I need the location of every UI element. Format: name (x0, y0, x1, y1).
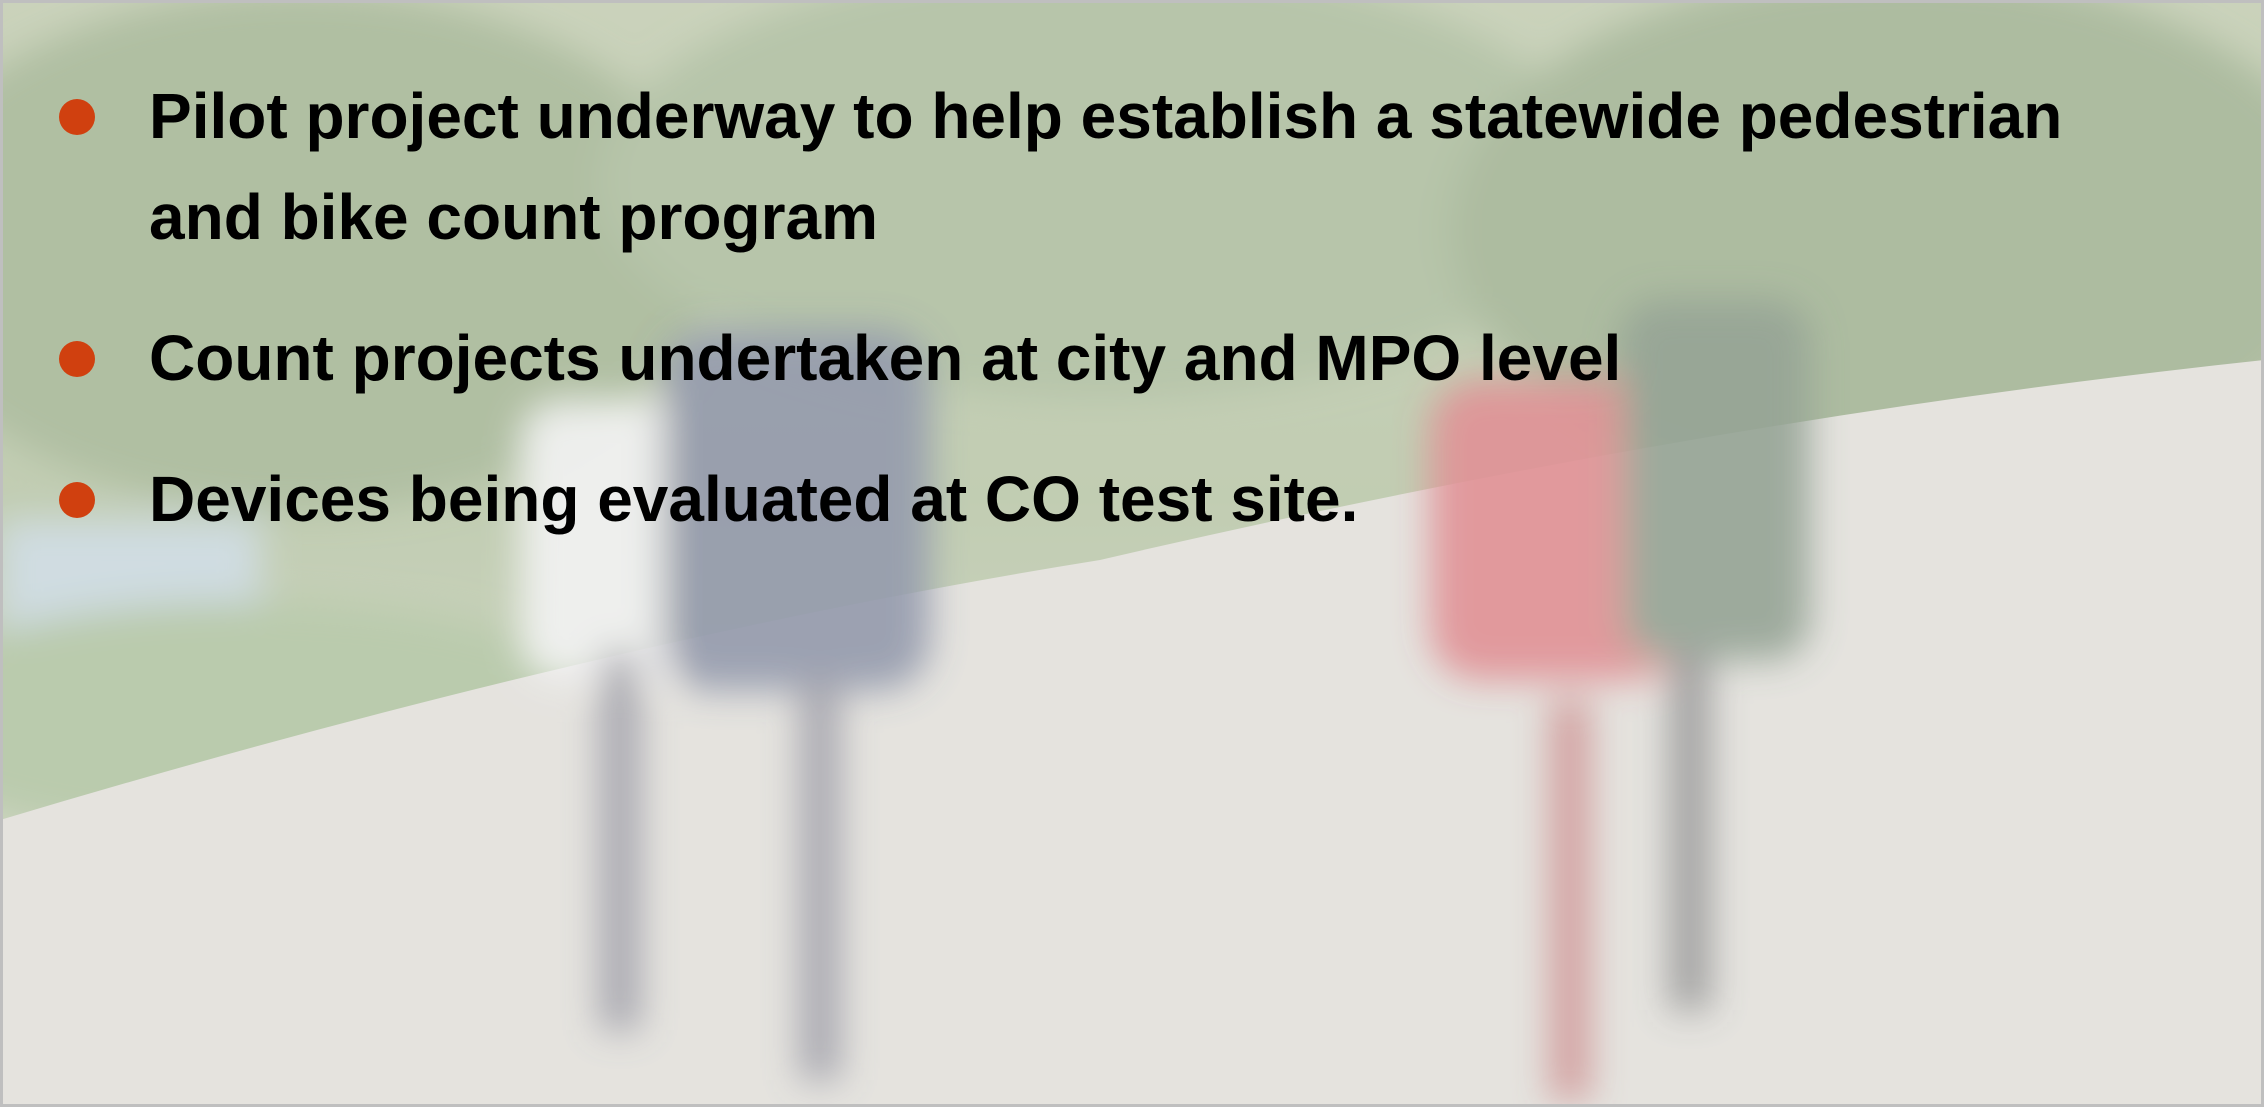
bullet-item: Count projects undertaken at city and MP… (149, 308, 2099, 409)
bullet-text: Pilot project underway to help establish… (149, 80, 2062, 253)
bullet-list: Pilot project underway to help establish… (0, 0, 2264, 1107)
bullet-dot (59, 341, 95, 377)
bullet-dot (59, 482, 95, 518)
bullet-item: Pilot project underway to help establish… (149, 66, 2099, 268)
bullet-text: Count projects undertaken at city and MP… (149, 322, 1621, 394)
bullet-item: Devices being evaluated at CO test site. (149, 449, 2099, 550)
bullet-text: Devices being evaluated at CO test site. (149, 463, 1358, 535)
bullet-dot (59, 99, 95, 135)
slide: Pilot project underway to help establish… (0, 0, 2264, 1107)
